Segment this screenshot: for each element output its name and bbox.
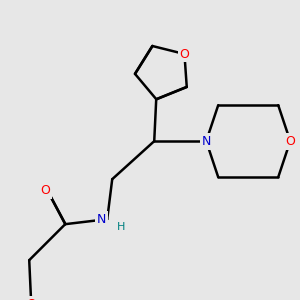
Text: O: O — [40, 184, 50, 197]
Text: N: N — [202, 135, 211, 148]
Text: O: O — [26, 298, 36, 300]
Text: H: H — [117, 222, 125, 232]
Text: O: O — [285, 135, 295, 148]
Text: N: N — [97, 213, 106, 226]
Text: O: O — [179, 47, 189, 61]
